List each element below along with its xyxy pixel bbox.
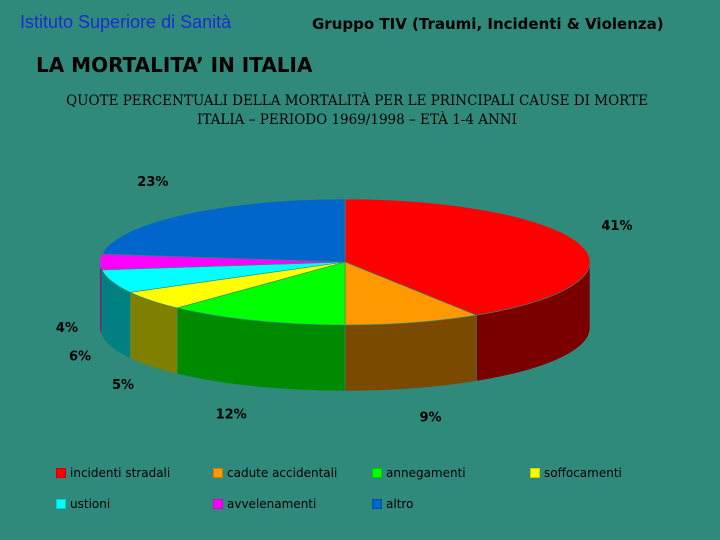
data-label-cadute-accidentali: 9% [419, 410, 441, 425]
slide-title: LA MORTALITA’ IN ITALIA [36, 53, 313, 77]
pie-slice-altro [101, 198, 346, 263]
subtitle-line-1: QUOTE PERCENTUALI DELLA MORTALITÀ PER LE… [66, 93, 648, 109]
header-group: Gruppo TIV (Traumi, Incidenti & Violenza… [312, 15, 664, 33]
data-label-soffocamenti: 5% [112, 378, 134, 393]
pie-sides [99, 261, 591, 392]
pie-tops [99, 198, 591, 326]
header-org: Istituto Superiore di Sanità [20, 12, 232, 32]
chart-subtitle: QUOTE PERCENTUALI DELLA MORTALITÀ PER LE… [20, 92, 694, 130]
pie-slice-annegamenti [177, 261, 346, 326]
data-label-incidenti-stradali: 41% [601, 219, 632, 234]
pie-slice-incidenti-stradali [344, 198, 591, 316]
pie-labels: 41% 9% 12% 5% 6% 4% 23% [56, 175, 633, 425]
subtitle-line-2: ITALIA – PERIODO 1969/1998 – ETÀ 1-4 ANN… [197, 112, 517, 128]
data-label-altro: 23% [137, 175, 168, 190]
pie-side-cadute-accidentali [344, 314, 477, 392]
pie-slice-cadute-accidentali [344, 261, 478, 326]
data-label-annegamenti: 12% [216, 407, 247, 422]
data-label-ustioni: 6% [69, 350, 91, 365]
data-label-avvelenamenti: 4% [56, 321, 78, 336]
